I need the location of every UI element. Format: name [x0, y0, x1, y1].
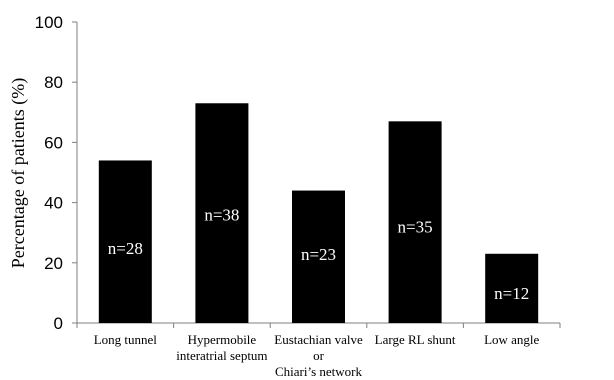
bar	[98, 160, 152, 323]
bar	[485, 253, 539, 323]
x-axis: Long tunnel Hypermobile interatrial septum…	[76, 322, 561, 379]
y-axis-title: Percentage of patients (%)	[8, 78, 29, 268]
y-tick-label: 0	[54, 314, 63, 333]
x-tick-label-line: Long tunnel	[94, 332, 158, 347]
bar	[195, 103, 249, 324]
x-tick-label: Large RL shunt	[375, 332, 456, 347]
bar	[292, 190, 345, 323]
x-tick-label-line: Hypermobile	[188, 332, 257, 347]
x-tick-label-line: Eustachian valve	[274, 332, 363, 347]
x-tick-label-line: or	[313, 348, 325, 363]
bars	[98, 103, 539, 324]
x-tick-label: Hypermobile interatrial septum	[176, 332, 267, 363]
y-tick-label: 80	[44, 73, 63, 92]
x-tick-label-line: Low angle	[484, 332, 539, 347]
x-tick-label: Low angle	[484, 332, 539, 347]
bar	[388, 121, 442, 323]
data-label: n=23	[301, 245, 336, 264]
x-tick-label-line: Large RL shunt	[375, 332, 456, 347]
data-label: n=12	[494, 284, 529, 303]
y-tick-label: 40	[44, 194, 63, 213]
y-tick-label: 100	[35, 13, 63, 32]
data-label: n=35	[398, 218, 433, 237]
data-label: n=38	[204, 206, 239, 225]
x-tick-label: Long tunnel	[94, 332, 158, 347]
x-tick-label-line: Chiari’s network	[275, 364, 363, 379]
data-labels: n=28 n=38 n=23 n=35 n=12	[108, 206, 529, 303]
x-tick-label-line: interatrial septum	[176, 348, 267, 363]
y-tick-label: 60	[44, 133, 63, 152]
y-axis: 0 20 40 60 80 100	[35, 13, 78, 333]
x-tick-label: Eustachian valve or Chiari’s network	[274, 332, 363, 379]
y-tick-label: 20	[44, 254, 63, 273]
data-label: n=28	[108, 239, 143, 258]
